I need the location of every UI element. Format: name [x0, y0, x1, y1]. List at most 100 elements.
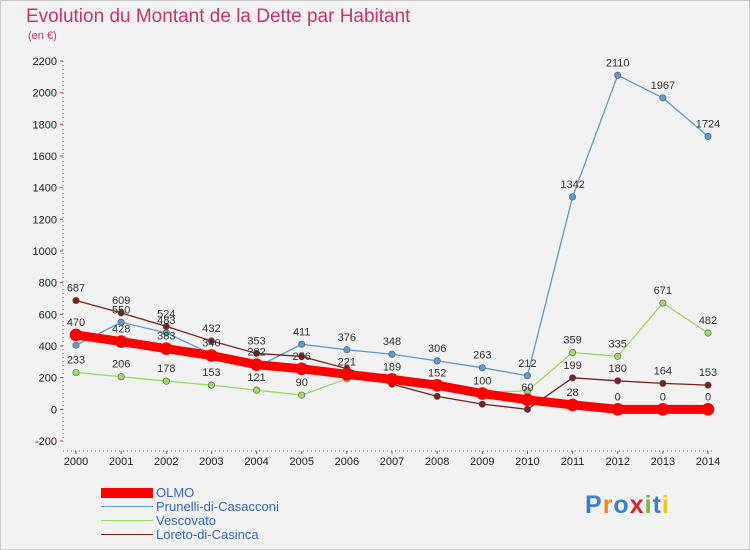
y-tick-label: 0: [51, 404, 57, 416]
data-label: 340: [202, 338, 220, 350]
data-label: 0: [615, 391, 621, 403]
x-tick-label: 2007: [380, 456, 404, 468]
legend-label: Prunelli-di-Casacconi: [156, 499, 279, 514]
data-point: [117, 373, 125, 381]
legend-label: Vescovato: [156, 513, 216, 528]
x-tick-label: 2008: [425, 456, 449, 468]
data-label: 206: [112, 359, 130, 371]
logo-letter: x: [629, 491, 645, 519]
data-point: [475, 387, 489, 400]
data-label: 306: [428, 343, 446, 355]
data-label: 233: [67, 354, 85, 366]
data-label: 1342: [560, 179, 584, 191]
data-point: [72, 341, 80, 349]
data-label: 353: [247, 335, 265, 347]
legend-label: OLMO: [156, 485, 195, 500]
data-point: [207, 337, 215, 345]
y-tick-label: 1600: [33, 151, 57, 163]
legend-item: Vescovato: [101, 513, 361, 528]
data-label: 212: [518, 358, 536, 370]
data-point: [478, 400, 486, 408]
data-point: [159, 342, 173, 355]
data-label: 152: [428, 367, 446, 379]
legend: OLMO Prunelli-di-Casacconi Vescovato Loreto…: [101, 485, 361, 542]
legend-label: Loreto-di-Casinca: [156, 527, 259, 542]
data-label: 256: [293, 351, 311, 363]
x-tick-label: 2000: [64, 456, 88, 468]
data-point: [569, 193, 577, 201]
data-point: [117, 318, 125, 326]
x-tick-label: 2012: [605, 456, 629, 468]
data-label: 1967: [651, 80, 675, 92]
data-label: 671: [654, 285, 672, 297]
data-point: [298, 391, 306, 399]
data-point: [704, 329, 712, 337]
data-point: [72, 368, 80, 376]
data-point: [253, 349, 261, 357]
y-tick-label: 600: [39, 309, 57, 321]
chart-title: Evolution du Montant de la Dette par Hab…: [26, 6, 411, 27]
series-olmo: [69, 328, 715, 416]
data-point: [704, 132, 712, 140]
data-point: [659, 94, 667, 102]
data-point: [298, 352, 306, 360]
data-label: 263: [473, 350, 491, 362]
x-tick-label: 2004: [244, 456, 268, 468]
data-label: 153: [699, 367, 717, 379]
data-label: 428: [112, 324, 130, 336]
data-label: 359: [563, 334, 581, 346]
legend-item: Prunelli-di-Casacconi: [101, 499, 361, 514]
x-tick-label: 2002: [154, 456, 178, 468]
data-point: [659, 379, 667, 387]
data-point: [701, 403, 715, 416]
y-tick-label: 400: [39, 341, 57, 353]
proxiti-logo: Proxiti: [585, 491, 670, 520]
y-tick-label: 1800: [33, 119, 57, 131]
data-label: 199: [563, 360, 581, 372]
logo-letter: i: [644, 491, 653, 519]
data-point: [72, 297, 80, 305]
y-tick-label: 200: [39, 373, 57, 385]
data-point: [614, 352, 622, 360]
data-label: 609: [112, 295, 130, 307]
data-point: [569, 348, 577, 356]
data-label: 376: [338, 332, 356, 344]
legend-item: OLMO: [101, 485, 361, 500]
legend-swatch: [101, 520, 153, 521]
data-point: [614, 377, 622, 385]
data-point: [340, 368, 354, 381]
logo-letter: r: [602, 491, 614, 519]
data-label: 0: [705, 391, 711, 403]
data-point: [566, 398, 579, 412]
data-point: [433, 392, 441, 400]
logo-letter: P: [585, 491, 603, 519]
data-point: [298, 340, 306, 348]
data-point: [69, 328, 83, 342]
data-label: 470: [67, 317, 85, 329]
data-label: 60: [521, 382, 533, 394]
legend-item: Loreto-di-Casinca: [101, 527, 361, 542]
data-label: 180: [609, 363, 627, 375]
y-tick-label: -200: [35, 436, 57, 448]
data-point: [388, 350, 396, 358]
data-point: [253, 386, 261, 394]
data-label: 153: [202, 367, 220, 379]
data-label: 383: [157, 331, 175, 343]
legend-swatch: [101, 534, 153, 535]
data-point: [162, 377, 170, 385]
x-tick-label: 2003: [199, 456, 223, 468]
data-label: 121: [247, 372, 265, 384]
logo-letter: i: [661, 491, 670, 519]
data-point: [611, 403, 625, 416]
data-point: [207, 381, 215, 389]
data-point: [205, 349, 218, 362]
y-tick-label: 800: [39, 278, 57, 290]
y-tick-label: 2200: [33, 56, 57, 68]
data-label: 335: [609, 338, 627, 350]
x-tick-label: 2010: [515, 456, 539, 468]
data-label: 100: [473, 376, 491, 388]
data-label: 687: [67, 283, 85, 295]
data-label: 178: [157, 363, 175, 375]
data-label: 0: [660, 391, 666, 403]
data-point: [569, 374, 577, 382]
